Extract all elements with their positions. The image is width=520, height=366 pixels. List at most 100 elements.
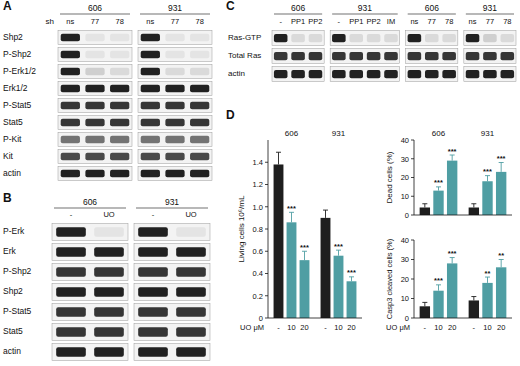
row-label: P-Erk1/2	[3, 66, 36, 76]
blot-strip	[138, 150, 212, 164]
row-label: Shp2	[3, 32, 23, 42]
blot-strip	[406, 67, 458, 82]
x-tick-label: 10	[434, 323, 442, 332]
group-rule	[136, 208, 208, 209]
band	[442, 52, 456, 60]
row-label: P-Shp2	[3, 49, 32, 59]
band	[332, 52, 346, 60]
blot-panel: C606-PP1PP2931-PP1PP2IM606ns7778931ns777…	[226, 0, 516, 82]
band	[384, 34, 398, 42]
band	[85, 102, 104, 110]
blot-strip	[52, 304, 128, 321]
y-tick-label: 1.2	[253, 180, 263, 189]
band	[61, 85, 80, 93]
band	[176, 307, 206, 316]
error-bar	[336, 250, 341, 256]
band	[291, 52, 305, 60]
y-tick-label: 0	[259, 314, 263, 323]
x-tick-label: 20	[300, 323, 308, 332]
band	[94, 227, 124, 236]
band	[408, 70, 422, 78]
y-tick-label: 0	[405, 314, 409, 323]
x-tick-label: 10	[483, 323, 491, 332]
band	[367, 52, 381, 60]
significance: ***	[434, 276, 443, 285]
band	[165, 51, 184, 59]
band	[190, 119, 209, 127]
x-tick-label: 20	[347, 323, 355, 332]
y-tick-label: 20	[401, 173, 409, 182]
y-tick-label: 0.8	[253, 225, 263, 234]
bar	[482, 181, 492, 215]
bar	[300, 260, 310, 318]
x-tick-label: -	[324, 323, 327, 332]
significance: ***	[334, 242, 343, 251]
bar	[433, 191, 443, 215]
band	[85, 170, 104, 178]
blot-strip	[330, 31, 400, 46]
blot-strip	[138, 116, 212, 130]
row-label: Erk	[3, 246, 17, 256]
row-label: actin	[3, 346, 21, 356]
blot-strip	[52, 284, 128, 301]
group-rule	[274, 14, 322, 15]
blot-strip	[58, 82, 132, 96]
band	[274, 52, 288, 60]
lane-label: 77	[171, 17, 179, 26]
y-tick	[411, 259, 414, 260]
y-axis-label: Dead cells (%)	[385, 151, 394, 203]
band	[165, 170, 184, 178]
band	[442, 70, 456, 78]
band	[190, 136, 209, 144]
lane-label: 77	[91, 17, 99, 26]
panel-label: C	[226, 0, 235, 13]
band	[61, 136, 80, 144]
band	[384, 70, 398, 78]
x-tick-label: -	[277, 323, 280, 332]
band	[138, 227, 168, 236]
band	[190, 68, 209, 76]
y-tick-label: 20	[401, 275, 409, 284]
y-tick	[265, 318, 268, 319]
group-label: 931	[481, 129, 495, 138]
band	[61, 170, 80, 178]
band	[190, 85, 209, 93]
significance: ***	[448, 147, 457, 156]
band	[110, 136, 129, 144]
group-label: 931	[358, 3, 372, 13]
error-bar	[499, 260, 504, 268]
band	[61, 119, 80, 127]
blot-strip	[58, 31, 132, 45]
band	[110, 119, 129, 127]
band	[190, 51, 209, 59]
band	[165, 153, 184, 161]
blot-strip	[58, 65, 132, 79]
lane-label: 77	[428, 17, 436, 26]
row-label: Stat5	[3, 117, 23, 127]
lane-label: ns	[146, 17, 154, 26]
lane-label: UO	[103, 210, 114, 219]
y-tick-label: 30	[401, 255, 409, 264]
bar	[433, 291, 443, 318]
band	[61, 51, 80, 59]
group-rule	[332, 14, 398, 15]
band	[165, 85, 184, 93]
bar-chart: 00.20.40.60.81.01.21.4Living cells 10⁶/m…	[237, 129, 362, 332]
band	[141, 170, 160, 178]
y-tick	[411, 177, 414, 178]
blot-strip	[272, 67, 324, 82]
lane-label: 78	[503, 17, 511, 26]
band	[176, 247, 206, 256]
band	[56, 227, 86, 236]
row-label: P-Stat5	[3, 306, 32, 316]
row-label: Shp2	[3, 286, 23, 296]
group-rule	[466, 14, 514, 15]
group-label: 931	[332, 129, 346, 138]
blot-strip	[464, 31, 516, 46]
y-tick-label: 0.2	[253, 292, 263, 301]
error-bar	[436, 187, 441, 191]
band	[56, 267, 86, 276]
error-bar	[485, 277, 490, 283]
lane-label: 77	[486, 17, 494, 26]
error-bar	[450, 155, 455, 161]
